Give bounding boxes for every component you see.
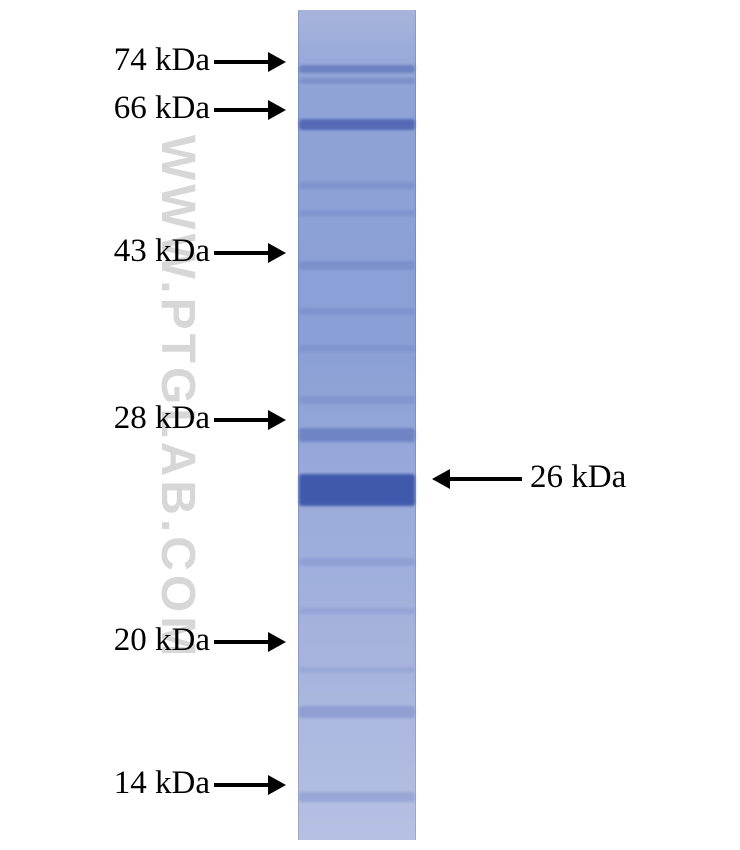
arrow-left-icon [432,469,522,489]
watermark-text: WWW.PTGLAB.COM [150,135,205,660]
gel-band [299,308,415,315]
gel-lane [298,10,416,840]
annotation-label: 26 kDa [530,459,626,496]
gel-band [299,65,415,73]
gel-band [299,345,415,352]
gel-band [299,396,415,404]
arrow-right-icon [214,243,286,263]
arrow-right-icon [214,775,286,795]
marker-label: 74 kDa [114,42,210,79]
gel-band [299,261,415,270]
gel-band [299,608,415,614]
gel-band [299,182,415,189]
arrow-right-icon [214,632,286,652]
marker-label: 28 kDa [114,400,210,437]
marker-label: 43 kDa [114,233,210,270]
marker-label: 14 kDa [114,765,210,802]
marker-label: 66 kDa [114,90,210,127]
gel-band [299,474,415,506]
gel-band [299,210,415,216]
gel-band [299,119,415,130]
gel-band [299,706,415,718]
gel-band [299,78,415,84]
marker-label: 20 kDa [114,622,210,659]
arrow-right-icon [214,52,286,72]
gel-band [299,667,415,673]
gel-band [299,558,415,566]
gel-band [299,792,415,802]
arrow-right-icon [214,410,286,430]
gel-canvas: WWW.PTGLAB.COM 74 kDa 66 kDa 43 kDa 28 kDa 2… [0,0,740,850]
arrow-right-icon [214,100,286,120]
gel-band [299,428,415,442]
